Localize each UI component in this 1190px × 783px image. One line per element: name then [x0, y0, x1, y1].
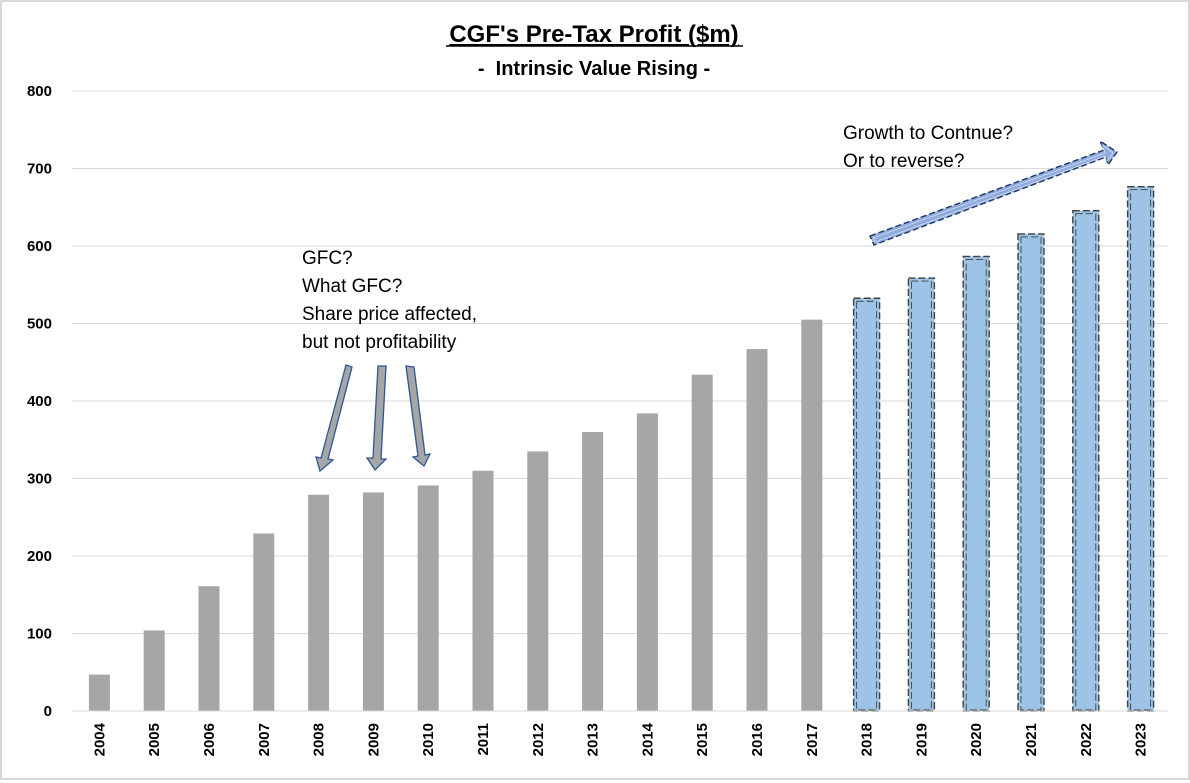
bar [88, 674, 110, 711]
bar [582, 432, 604, 711]
bar-forecast [962, 255, 990, 712]
bar [308, 494, 330, 711]
x-tick-label: 2010 [420, 723, 437, 756]
bar [417, 485, 439, 711]
x-tick-label: 2019 [913, 723, 930, 756]
gfc-arrow-right [405, 365, 432, 468]
y-tick-label: 100 [27, 626, 52, 643]
x-tick-label: 2015 [694, 723, 711, 756]
y-tick-label: 200 [27, 548, 52, 565]
bar-forecast [1126, 185, 1155, 712]
bar-forecast [1072, 209, 1100, 712]
x-tick-label: 2007 [256, 723, 273, 756]
gfc-arrow-middle [365, 365, 388, 472]
growth-annotation: Growth to Contnue? Or to reverse? [843, 123, 1118, 246]
gfc-arrow-left [315, 364, 353, 473]
x-tick-label: 2023 [1133, 723, 1150, 756]
x-tick-label: 2016 [749, 723, 766, 756]
bar [472, 470, 494, 711]
bar [198, 586, 220, 711]
y-axis-tick-labels: 0 100 200 300 400 500 600 700 800 [27, 83, 52, 720]
bar [362, 492, 384, 711]
bar [691, 374, 713, 711]
y-tick-label: 800 [27, 83, 52, 100]
x-tick-label: 2013 [585, 723, 602, 756]
x-tick-label: 2008 [311, 723, 328, 756]
y-tick-label: 700 [27, 161, 52, 178]
gfc-annotation-line-4: but not profitability [302, 332, 457, 353]
growth-annotation-line-2: Or to reverse? [843, 151, 964, 172]
y-tick-label: 300 [27, 471, 52, 488]
x-tick-label: 2009 [365, 723, 382, 756]
bar [746, 349, 768, 711]
growth-annotation-line-1: Growth to Contnue? [843, 123, 1013, 144]
x-tick-label: 2011 [475, 723, 492, 756]
x-tick-label: 2020 [968, 723, 985, 756]
x-tick-label: 2017 [804, 723, 821, 756]
bars [88, 185, 1155, 712]
chart-title: CGF's Pre-Tax Profit ($m) [449, 21, 738, 48]
bar [143, 630, 165, 711]
x-tick-label: 2014 [639, 722, 656, 756]
gfc-annotation: GFC? What GFC? Share price affected, but… [302, 248, 477, 473]
gfc-annotation-line-1: GFC? [302, 248, 353, 269]
bar [636, 413, 658, 711]
y-tick-label: 0 [44, 703, 52, 720]
growth-arrow [869, 139, 1118, 246]
y-tick-label: 400 [27, 393, 52, 410]
bar [253, 533, 275, 711]
gfc-annotation-line-3: Share price affected, [302, 304, 477, 325]
y-tick-label: 500 [27, 316, 52, 333]
x-tick-label: 2021 [1023, 723, 1040, 756]
x-tick-label: 2006 [201, 723, 218, 756]
gfc-annotation-line-2: What GFC? [302, 276, 402, 297]
x-tick-label: 2012 [530, 723, 547, 756]
chart-subtitle: - Intrinsic Value Rising - [478, 58, 710, 80]
x-tick-label: 2005 [146, 723, 163, 756]
x-tick-label: 2022 [1078, 723, 1095, 756]
gridlines [72, 90, 1168, 634]
y-tick-label: 600 [27, 238, 52, 255]
bar-forecast [907, 277, 936, 712]
bar-forecast [852, 297, 881, 712]
x-axis-tick-labels: 2004 2005 2006 2007 2008 2009 2010 2011 2012 2013… [91, 722, 1149, 756]
x-tick-label: 2018 [859, 723, 876, 756]
bar [527, 451, 549, 711]
bar-forecast [1017, 233, 1045, 712]
x-tick-label: 2004 [91, 722, 108, 756]
bar [801, 319, 823, 711]
